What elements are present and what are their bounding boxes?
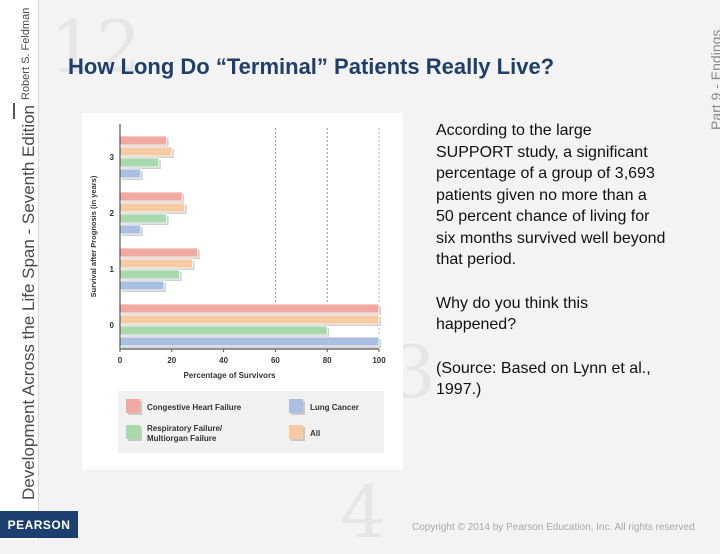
x-tick-label: 100 (372, 356, 386, 365)
pearson-logo: PEARSON (0, 511, 78, 538)
y-tick-label: 3 (110, 153, 115, 162)
legend-swatch (289, 399, 303, 413)
x-tick-label: 60 (271, 356, 280, 365)
background-digit: 4 (340, 470, 386, 554)
bar (119, 202, 186, 213)
copyright-notice: Copyright © 2014 by Pearson Education, I… (412, 522, 698, 533)
paragraph-source: (Source: Based on Lynn et al., 1997.) (436, 359, 651, 399)
legend-box (118, 391, 384, 453)
sidebar: Development Across the Life Span - Seven… (0, 0, 39, 540)
chart-panel: 3 2 1 0 0 20 40 60 80 100 Percentage of Survivors S… (82, 113, 403, 470)
slide-body: According to the large SUPPORT study, a … (436, 120, 666, 423)
bar (119, 314, 380, 325)
paragraph-question: Why do you think this happened? (436, 294, 589, 334)
bar (119, 258, 193, 269)
paragraph-study: According to the large SUPPORT study, a … (436, 122, 666, 268)
chart-legend: Congestive Heart Failure Lung Cancer Respi… (118, 391, 384, 453)
x-tick-label: 40 (219, 356, 228, 365)
legend-label: Congestive Heart Failure (147, 403, 242, 412)
legend-swatch (126, 425, 140, 439)
slide-title: How Long Do “Terminal” Patients Really L… (68, 54, 555, 79)
y-tick-label: 1 (110, 265, 115, 274)
bar (119, 168, 142, 179)
part-label: Part 9 - Endings (708, 29, 720, 130)
legend-label: Respiratory Failure/Multiorgan Failure (147, 424, 223, 443)
bar (119, 157, 160, 168)
x-tick-label: 0 (118, 356, 123, 365)
x-axis-label: Percentage of Survivors (183, 371, 276, 380)
bar (119, 303, 380, 314)
bar (119, 191, 183, 202)
y-tick-label: 0 (110, 321, 115, 330)
chart-bars (119, 135, 381, 348)
bar (119, 146, 173, 157)
bar (119, 247, 199, 258)
legend-label: Lung Cancer (310, 403, 359, 412)
bar (119, 224, 142, 235)
bar (119, 280, 165, 291)
book-title: Development Across the Life Span - Seven… (19, 104, 38, 500)
bar (119, 325, 328, 336)
sidebar-divider (13, 103, 15, 119)
x-tick-label: 20 (167, 356, 176, 365)
bar (119, 213, 168, 224)
legend-label: All (310, 429, 320, 438)
y-axis-label: Survival after Prognosis (in years) (89, 175, 98, 297)
y-tick-label: 2 (110, 209, 115, 218)
author-name: Robert S. Feldman (20, 7, 32, 100)
bar (119, 135, 168, 146)
bar (119, 269, 180, 280)
bar (119, 336, 380, 347)
legend-swatch (289, 425, 303, 439)
x-tick-label: 80 (323, 356, 332, 365)
legend-swatch (126, 399, 140, 413)
